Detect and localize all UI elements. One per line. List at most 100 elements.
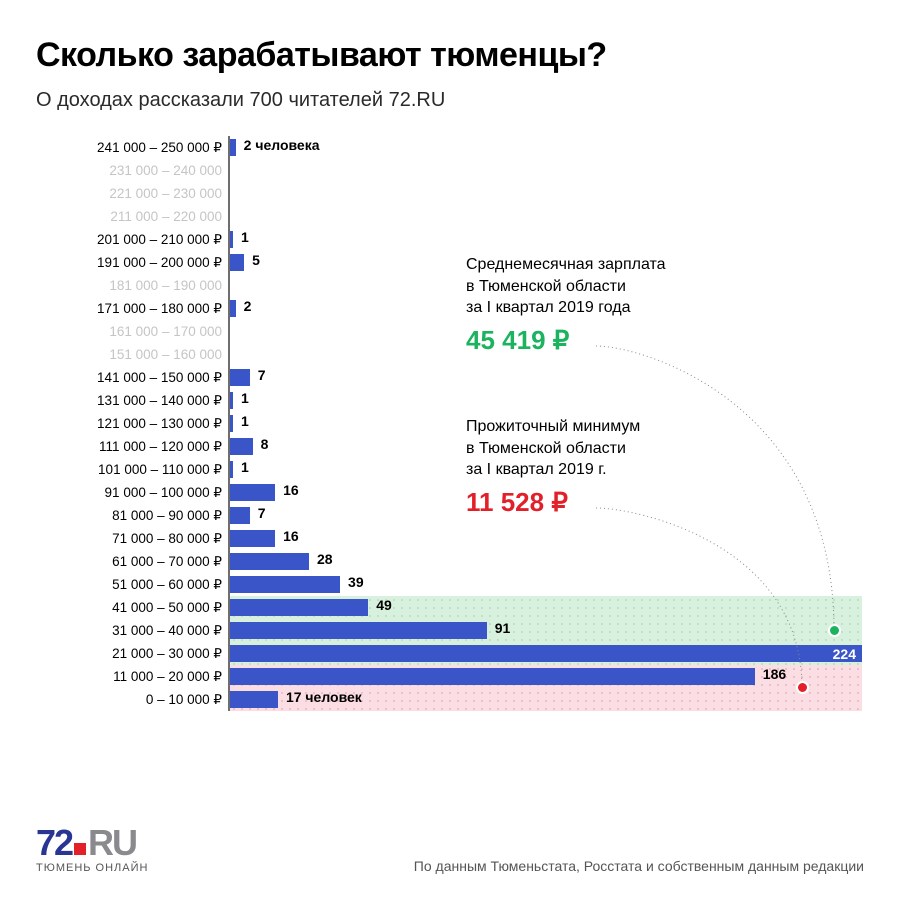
bar-axis: 16	[228, 527, 862, 550]
bar-axis: 224	[228, 642, 862, 665]
y-axis-label: 191 000 – 200 000 ₽	[36, 255, 228, 271]
y-axis-label: 231 000 – 240 000	[36, 163, 228, 178]
bar	[230, 484, 275, 501]
chart-row: 91 000 – 100 000 ₽16	[36, 481, 862, 504]
chart-row: 211 000 – 220 000	[36, 205, 862, 228]
avg-dot-icon	[828, 624, 841, 637]
bar-axis: 7	[228, 366, 862, 389]
bar	[230, 553, 309, 570]
bar	[230, 415, 233, 432]
chart-row: 191 000 – 200 000 ₽5	[36, 251, 862, 274]
bar-axis: 1	[228, 389, 862, 412]
chart-row: 171 000 – 180 000 ₽2	[36, 297, 862, 320]
salary-bar-chart: 241 000 – 250 000 ₽2 человека231 000 – 2…	[36, 136, 862, 711]
bar-axis: 186	[228, 665, 862, 688]
bar	[230, 139, 236, 156]
bar-axis	[228, 182, 862, 205]
chart-row: 231 000 – 240 000	[36, 159, 862, 182]
bar-axis: 5	[228, 251, 862, 274]
bar-axis: 17 человек	[228, 688, 862, 711]
bar	[230, 254, 244, 271]
bar-axis: 8	[228, 435, 862, 458]
logo-subtitle: ТЮМЕНЬ ОНЛАЙН	[36, 862, 148, 874]
bar	[230, 691, 278, 708]
chart-row: 111 000 – 120 000 ₽8	[36, 435, 862, 458]
chart-row: 221 000 – 230 000	[36, 182, 862, 205]
bar	[230, 461, 233, 478]
chart-row: 131 000 – 140 000 ₽1	[36, 389, 862, 412]
y-axis-label: 11 000 – 20 000 ₽	[36, 669, 228, 685]
logo-square-icon	[74, 843, 86, 855]
y-axis-label: 51 000 – 60 000 ₽	[36, 577, 228, 593]
bar	[230, 599, 368, 616]
y-axis-label: 81 000 – 90 000 ₽	[36, 508, 228, 524]
chart-row: 31 000 – 40 000 ₽91	[36, 619, 862, 642]
chart-row: 201 000 – 210 000 ₽1	[36, 228, 862, 251]
y-axis-label: 121 000 – 130 000 ₽	[36, 416, 228, 432]
chart-row: 51 000 – 60 000 ₽39	[36, 573, 862, 596]
footer: 72 RU ТЮМЕНЬ ОНЛАЙН По данным Тюменьстат…	[36, 822, 864, 874]
y-axis-label: 201 000 – 210 000 ₽	[36, 232, 228, 248]
bar-axis	[228, 274, 862, 297]
bar-axis	[228, 205, 862, 228]
chart-row: 161 000 – 170 000	[36, 320, 862, 343]
bar	[230, 231, 233, 248]
chart-row: 21 000 – 30 000 ₽224	[36, 642, 862, 665]
y-axis-label: 0 – 10 000 ₽	[36, 692, 228, 708]
chart-row: 41 000 – 50 000 ₽49	[36, 596, 862, 619]
bar	[230, 530, 275, 547]
bar	[230, 369, 250, 386]
chart-row: 0 – 10 000 ₽17 человек	[36, 688, 862, 711]
y-axis-label: 181 000 – 190 000	[36, 278, 228, 293]
bar	[230, 622, 487, 639]
bar: 224	[230, 645, 862, 662]
chart-row: 101 000 – 110 000 ₽1	[36, 458, 862, 481]
bar	[230, 392, 233, 409]
page-title: Сколько зарабатывают тюменцы?	[36, 36, 864, 75]
bar	[230, 300, 236, 317]
y-axis-label: 161 000 – 170 000	[36, 324, 228, 339]
bar-axis: 1	[228, 412, 862, 435]
y-axis-label: 241 000 – 250 000 ₽	[36, 140, 228, 156]
y-axis-label: 171 000 – 180 000 ₽	[36, 301, 228, 317]
y-axis-label: 141 000 – 150 000 ₽	[36, 370, 228, 386]
bar	[230, 507, 250, 524]
bar-axis: 16	[228, 481, 862, 504]
chart-row: 151 000 – 160 000	[36, 343, 862, 366]
y-axis-label: 41 000 – 50 000 ₽	[36, 600, 228, 616]
bar-axis: 2 человека	[228, 136, 862, 159]
site-logo: 72 RU ТЮМЕНЬ ОНЛАЙН	[36, 822, 148, 874]
bar	[230, 438, 253, 455]
y-axis-label: 101 000 – 110 000 ₽	[36, 462, 228, 478]
bar-axis: 39	[228, 573, 862, 596]
source-text: По данным Тюменьстата, Росстата и собств…	[414, 858, 864, 874]
y-axis-label: 131 000 – 140 000 ₽	[36, 393, 228, 409]
logo-ru: RU	[88, 822, 136, 864]
y-axis-label: 221 000 – 230 000	[36, 186, 228, 201]
chart-row: 61 000 – 70 000 ₽28	[36, 550, 862, 573]
bar-axis: 28	[228, 550, 862, 573]
bar-axis: 1	[228, 228, 862, 251]
y-axis-label: 61 000 – 70 000 ₽	[36, 554, 228, 570]
y-axis-label: 111 000 – 120 000 ₽	[36, 439, 228, 455]
bar	[230, 668, 755, 685]
y-axis-label: 91 000 – 100 000 ₽	[36, 485, 228, 501]
min-dot-icon	[796, 681, 809, 694]
bar-axis: 1	[228, 458, 862, 481]
chart-row: 241 000 – 250 000 ₽2 человека	[36, 136, 862, 159]
bar-axis	[228, 320, 862, 343]
chart-row: 121 000 – 130 000 ₽1	[36, 412, 862, 435]
bar-axis: 7	[228, 504, 862, 527]
bar-axis: 2	[228, 297, 862, 320]
bar	[230, 576, 340, 593]
bar-axis	[228, 159, 862, 182]
chart-row: 181 000 – 190 000	[36, 274, 862, 297]
bar-axis	[228, 343, 862, 366]
y-axis-label: 211 000 – 220 000	[36, 209, 228, 224]
chart-row: 71 000 – 80 000 ₽16	[36, 527, 862, 550]
chart-row: 81 000 – 90 000 ₽7	[36, 504, 862, 527]
bar-axis: 91	[228, 619, 862, 642]
bar-axis: 49	[228, 596, 862, 619]
chart-row: 141 000 – 150 000 ₽7	[36, 366, 862, 389]
y-axis-label: 31 000 – 40 000 ₽	[36, 623, 228, 639]
